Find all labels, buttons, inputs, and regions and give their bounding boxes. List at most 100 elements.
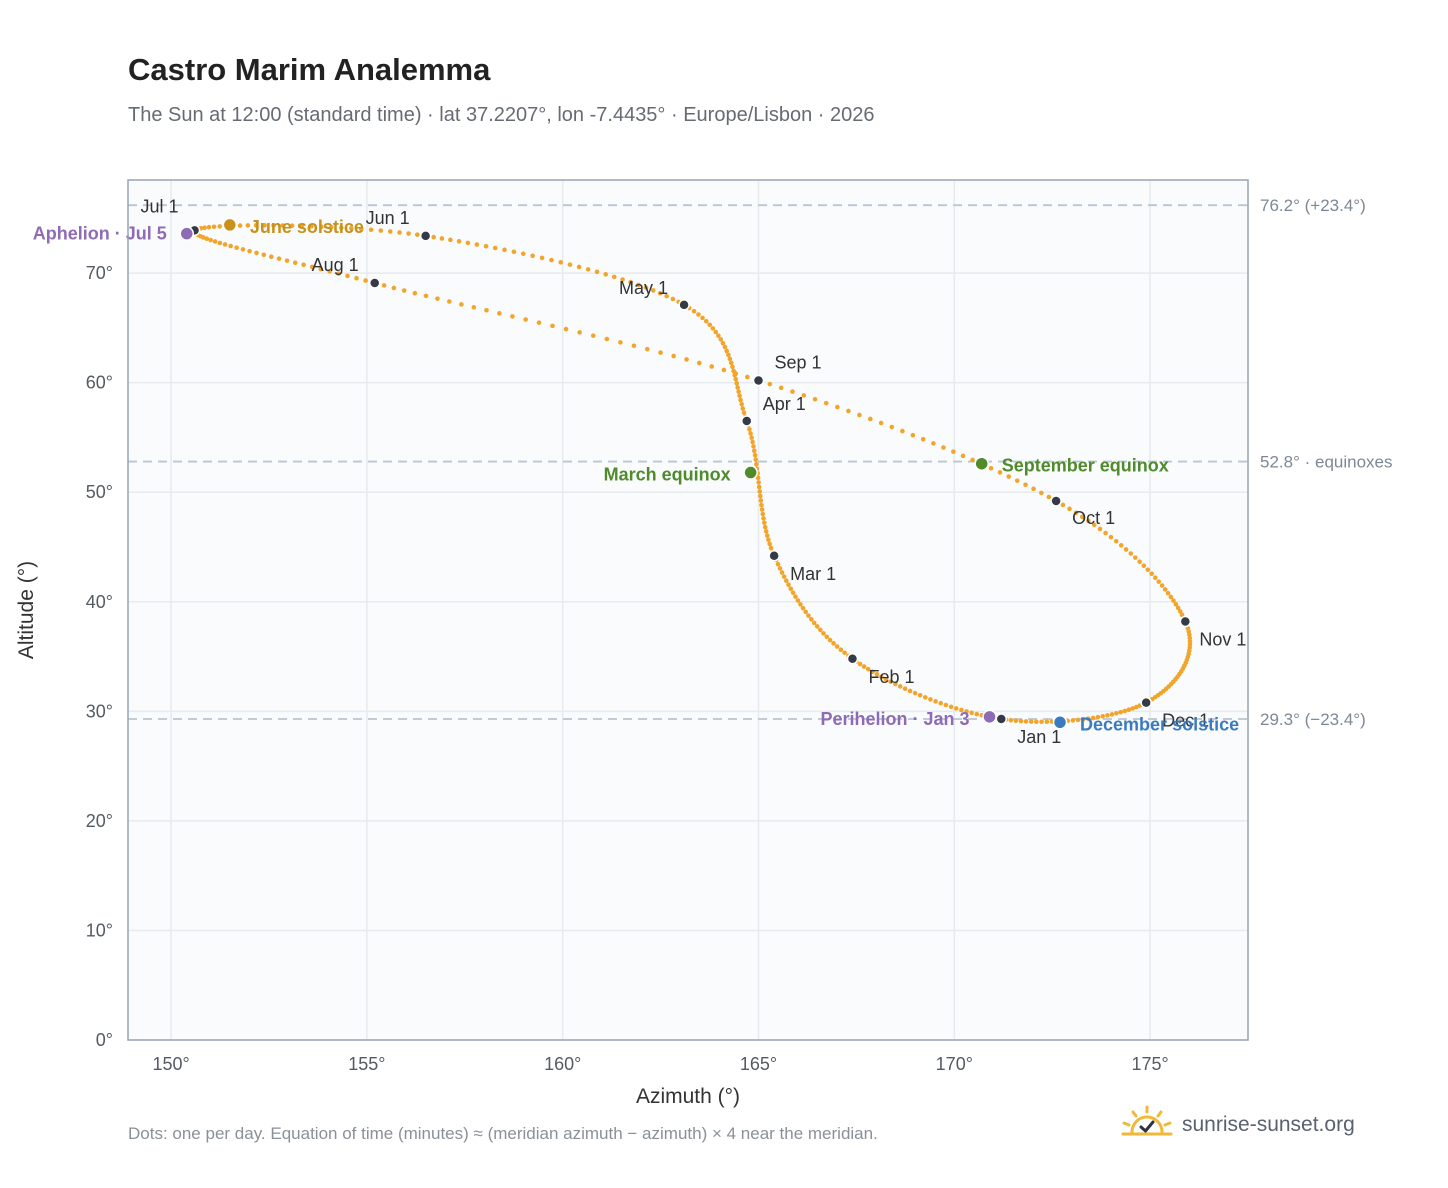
september-equinox-marker (974, 456, 989, 471)
plot-frame (127, 179, 1249, 1041)
month-dot (1140, 696, 1152, 709)
daily-dot (502, 247, 507, 253)
daily-dot (397, 230, 402, 235)
daily-dot (974, 711, 980, 717)
daily-dot (577, 330, 582, 335)
daily-dot (761, 516, 766, 521)
month-label: Dec 1 (1162, 711, 1209, 731)
x-axis-label: Azimuth (°) (636, 1085, 740, 1108)
daily-dot (724, 348, 730, 354)
daily-dot (211, 224, 217, 230)
daily-dot (846, 408, 851, 414)
daily-dot (664, 293, 669, 299)
daily-dot (520, 251, 526, 257)
reference-line-label: 29.3° (−23.4°) (1260, 710, 1366, 729)
december-solstice-label: December solstice (1080, 714, 1239, 734)
daily-dot (800, 605, 806, 611)
daily-dot (576, 264, 582, 270)
daily-dot (650, 288, 656, 293)
footnote: Dots: one per day. Equation of time (min… (128, 1124, 878, 1143)
daily-dot (301, 262, 306, 268)
daily-dot (757, 489, 763, 494)
daily-dot (391, 285, 397, 291)
daily-dot (741, 410, 747, 415)
daily-dot (750, 439, 755, 445)
daily-dot (861, 664, 867, 669)
month-dot (752, 374, 765, 387)
daily-dot (1080, 717, 1086, 722)
daily-dot (763, 529, 769, 534)
reference-line-label: 52.8° · equinoxes (1260, 453, 1393, 472)
daily-dot (764, 533, 770, 538)
daily-dot (618, 340, 623, 345)
plot-area (128, 180, 1248, 1040)
daily-dot (766, 537, 771, 543)
daily-dot (643, 285, 649, 290)
september-equinox-label: September equinox (1002, 456, 1169, 476)
month-label: Sep 1 (774, 352, 821, 372)
daily-dot (824, 634, 830, 640)
month-dot (678, 299, 690, 311)
daily-dot (1006, 474, 1012, 479)
month-label: Jan 1 (1017, 727, 1061, 747)
daily-dot (760, 511, 766, 517)
daily-dot (834, 644, 840, 649)
daily-dot (631, 343, 637, 349)
daily-dot (756, 480, 761, 485)
daily-dot (745, 374, 750, 380)
daily-dot (738, 397, 743, 403)
daily-dot (339, 225, 344, 231)
daily-dot (1126, 707, 1132, 713)
daily-dot (888, 679, 893, 684)
daily-dot (345, 273, 350, 279)
x-tick-label: 165° (740, 1054, 777, 1074)
brand-link[interactable]: sunrise-sunset.org (1120, 1104, 1355, 1145)
daily-dot (471, 305, 477, 310)
daily-dot (1168, 594, 1174, 600)
daily-dot (1039, 490, 1044, 496)
daily-dot (1159, 583, 1165, 588)
daily-dot (1039, 719, 1044, 725)
daily-dot (439, 236, 445, 241)
daily-dot (1034, 719, 1039, 725)
daily-dot (378, 228, 384, 233)
daily-dot (1008, 717, 1014, 723)
daily-dot (948, 704, 954, 710)
daily-dot (758, 498, 764, 503)
daily-dot (1156, 579, 1162, 584)
daily-dot (759, 502, 764, 508)
daily-dot (883, 676, 889, 682)
daily-dot (753, 457, 759, 463)
march-equinox-marker (743, 465, 758, 480)
daily-dot (801, 393, 807, 398)
reference-lines: 76.2° (+23.4°) 52.8° · equinoxes 29.3° (−2… (128, 196, 1393, 729)
daily-dot (456, 239, 462, 244)
aphelion-marker (179, 226, 194, 241)
daily-dot (1090, 715, 1096, 721)
daily-dot (276, 256, 282, 261)
daily-dot (465, 240, 471, 246)
daily-dot (726, 352, 731, 358)
daily-dot (329, 224, 334, 230)
daily-dot (997, 470, 1003, 475)
daily-dot (777, 566, 783, 571)
daily-dot (920, 437, 926, 442)
daily-dot (1023, 482, 1028, 488)
daily-dot (1073, 510, 1079, 516)
perihelion-label: Perihelion · Jan 3 (820, 709, 969, 729)
daily-dot (803, 609, 809, 615)
daily-dot (835, 404, 840, 410)
daily-dot (309, 224, 314, 229)
aphelion-label: Aphelion · Jul 5 (33, 224, 167, 244)
daily-dot (319, 224, 324, 230)
daily-dot (1085, 716, 1091, 721)
daily-dot (284, 258, 290, 263)
daily-dot (730, 364, 735, 370)
daily-dot (628, 279, 633, 285)
daily-dot (530, 253, 535, 259)
daily-dot (696, 312, 701, 317)
daily-dot (358, 226, 364, 232)
daily-dot (670, 296, 676, 302)
daily-dot (790, 590, 796, 596)
daily-dot (1079, 514, 1085, 520)
